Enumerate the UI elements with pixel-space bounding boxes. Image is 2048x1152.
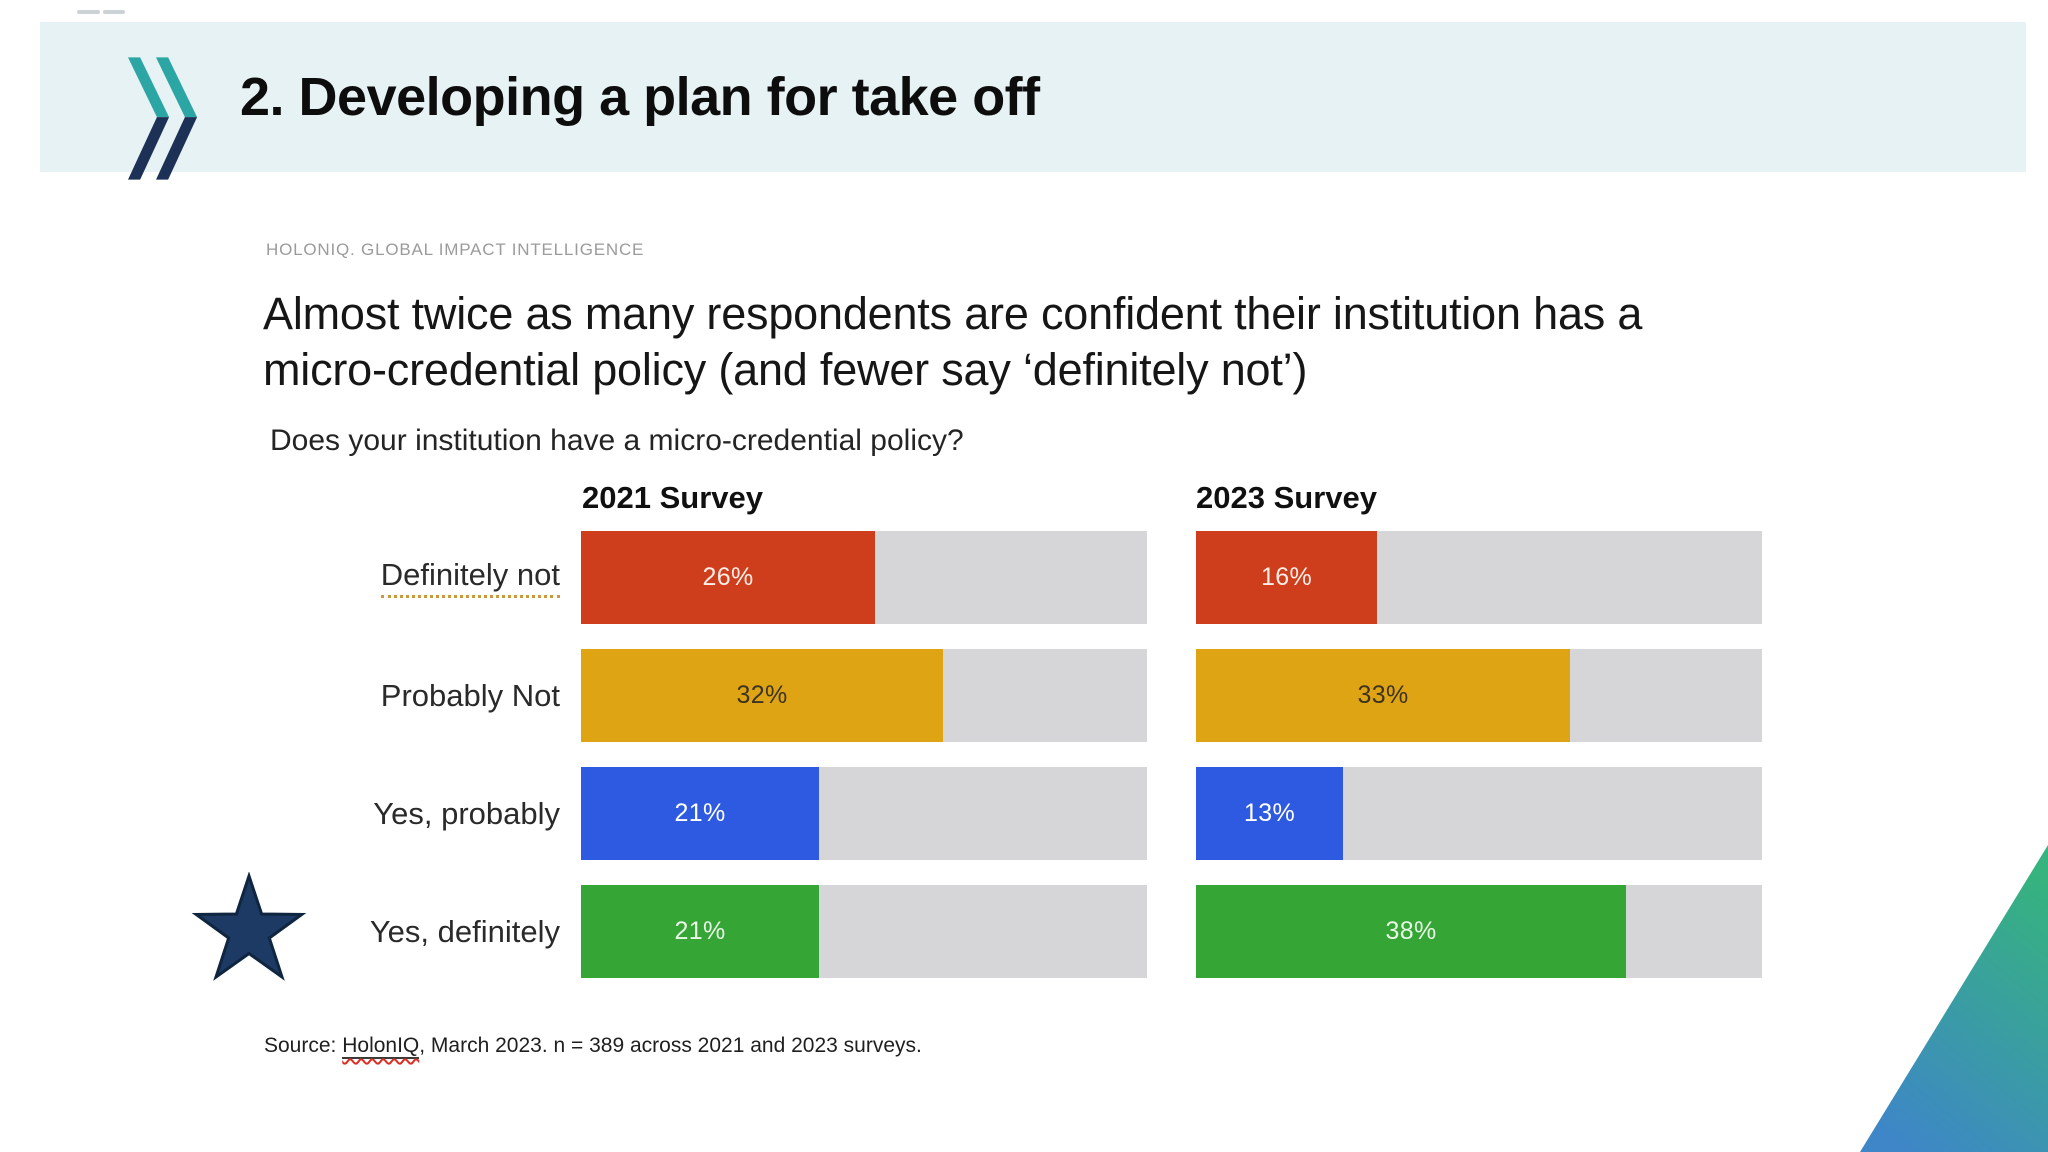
bar-value-label: 21% xyxy=(674,917,726,945)
bar-value-label: 16% xyxy=(1261,563,1312,591)
source-prefix: Source: xyxy=(264,1034,343,1057)
bar-2021: 21% xyxy=(581,767,819,860)
category-label: Yes, probably xyxy=(0,767,560,860)
bar-2021: 21% xyxy=(581,885,819,978)
oecd-chevrons-logo xyxy=(128,57,198,180)
bar-value-label: 32% xyxy=(736,681,788,709)
source-suffix: , March 2023. n = 389 across 2021 and 20… xyxy=(419,1034,922,1057)
bar-value-label: 38% xyxy=(1385,917,1437,945)
artifact-dash xyxy=(77,10,100,14)
bar-2023: 13% xyxy=(1196,767,1343,860)
bar-track-2021: 21% xyxy=(581,767,1147,860)
corner-accent-triangle xyxy=(1860,845,2048,1152)
bar-value-label: 21% xyxy=(674,799,726,827)
artifact-dash xyxy=(103,10,125,14)
column-header-2021: 2021 Survey xyxy=(582,480,763,515)
category-label: Yes, definitely xyxy=(0,885,560,978)
bar-2023: 38% xyxy=(1196,885,1626,978)
bar-2023: 33% xyxy=(1196,649,1570,742)
source-link: HolonIQ xyxy=(342,1034,420,1059)
chart-headline-line2: micro-credential policy (and fewer say ‘… xyxy=(263,344,1308,395)
bar-track-2023: 16% xyxy=(1196,531,1762,624)
category-label-text: Yes, definitely xyxy=(369,913,560,949)
chart-row: Definitely not 26% 16% xyxy=(0,531,1800,624)
category-label: Definitely not xyxy=(0,531,560,624)
column-header-2023: 2023 Survey xyxy=(1196,480,1377,515)
bar-value-label: 13% xyxy=(1244,799,1295,827)
category-label-text: Yes, probably xyxy=(373,795,560,831)
bar-track-2021: 26% xyxy=(581,531,1147,624)
source-line: Source: HolonIQ, March 2023. n = 389 acr… xyxy=(264,1034,922,1059)
bar-track-2021: 32% xyxy=(581,649,1147,742)
category-label: Probably Not xyxy=(0,649,560,742)
chart-headline: Almost twice as many respondents are con… xyxy=(263,286,1823,398)
bar-track-2021: 21% xyxy=(581,885,1147,978)
chart-row: Yes, definitely 21% 38% xyxy=(0,885,1800,978)
bar-value-label: 33% xyxy=(1357,681,1409,709)
slide-header-band: 2. Developing a plan for take off xyxy=(40,22,2026,180)
chart-row: Yes, probably 21% 13% xyxy=(0,767,1800,860)
bar-2021: 26% xyxy=(581,531,875,624)
slide-title: 2. Developing a plan for take off xyxy=(240,67,1040,127)
chart-rows: Definitely not 26% 16% Probably Not 32% 33% Ye… xyxy=(0,531,1800,978)
brand-label: HOLONIQ. GLOBAL IMPACT INTELLIGENCE xyxy=(266,240,645,259)
category-label-text: Probably Not xyxy=(380,677,560,713)
category-label-text: Definitely not xyxy=(380,557,560,598)
bar-track-2023: 13% xyxy=(1196,767,1762,860)
bar-2021: 32% xyxy=(581,649,943,742)
bar-track-2023: 38% xyxy=(1196,885,1762,978)
chart-row: Probably Not 32% 33% xyxy=(0,649,1800,742)
chart-headline-line1: Almost twice as many respondents are con… xyxy=(263,288,1643,339)
star-icon xyxy=(191,872,307,981)
bar-track-2023: 33% xyxy=(1196,649,1762,742)
survey-question: Does your institution have a micro-crede… xyxy=(270,424,964,457)
bar-value-label: 26% xyxy=(702,563,754,591)
bar-2023: 16% xyxy=(1196,531,1377,624)
